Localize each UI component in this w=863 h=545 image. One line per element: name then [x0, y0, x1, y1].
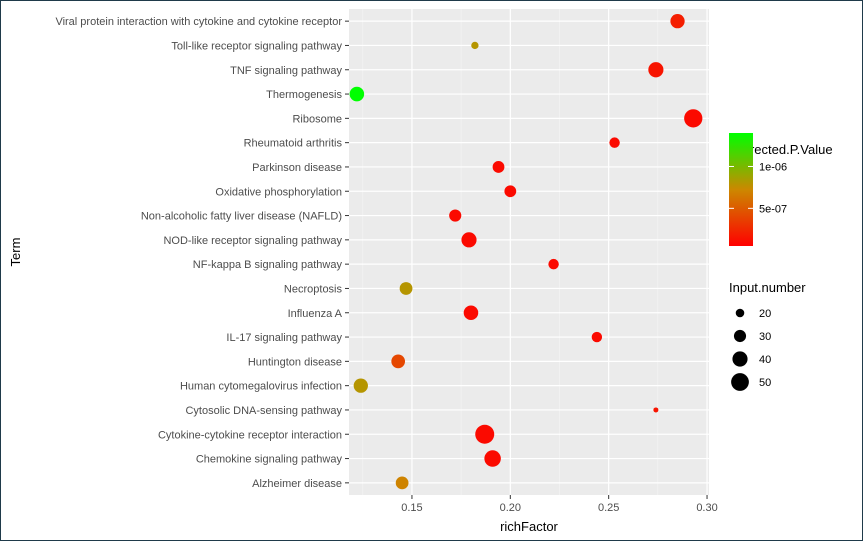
data-point — [399, 282, 413, 295]
y-tick-label: Oxidative phosphorylation — [215, 186, 342, 198]
size-legend-label: 50 — [759, 377, 771, 389]
data-point — [461, 232, 477, 248]
data-point — [449, 209, 462, 222]
size-legend-label: 40 — [759, 354, 771, 366]
data-point — [653, 407, 659, 413]
data-point — [670, 14, 685, 29]
x-tick-label: 0.15 — [401, 502, 422, 514]
y-tick-label: Huntington disease — [248, 356, 342, 368]
data-point — [349, 86, 365, 102]
x-axis: 0.15 0.20 0.25 0.30 — [401, 495, 718, 514]
y-tick-label: Cytokine-cytokine receptor interaction — [158, 429, 342, 441]
y-tick-label: Chemokine signaling pathway — [196, 454, 343, 466]
data-point — [475, 424, 495, 444]
size-legend-title: Input.number — [729, 280, 806, 295]
data-point — [648, 62, 664, 78]
size-legend-entries: 20 30 40 50 — [731, 308, 771, 391]
color-legend-bar — [729, 133, 753, 246]
y-tick-label: Necroptosis — [284, 283, 343, 295]
data-point — [391, 354, 406, 369]
data-point — [395, 476, 409, 490]
y-tick-label: Influenza A — [288, 308, 343, 320]
y-tick-label: Thermogenesis — [266, 89, 342, 101]
y-tick-label: Rheumatoid arthritis — [244, 138, 343, 150]
data-point — [492, 161, 505, 173]
color-legend-label: 1e-06 — [759, 161, 787, 173]
minor-gridlines — [362, 9, 659, 495]
y-tick-label: NOD-like receptor signaling pathway — [163, 235, 342, 247]
size-legend-key — [735, 308, 745, 318]
data-point — [471, 41, 479, 50]
y-tick-label: Human cytomegalovirus infection — [180, 381, 342, 393]
data-point — [591, 331, 603, 343]
plot-panel — [349, 9, 709, 495]
size-legend-label: 20 — [759, 308, 771, 320]
x-tick-label: 0.25 — [598, 502, 619, 514]
y-tick-label: Toll-like receptor signaling pathway — [171, 40, 342, 52]
size-legend-key — [732, 351, 748, 367]
color-legend: Corrected.P.Value 5e-07 1e-06 — [729, 133, 833, 246]
color-legend-label: 5e-07 — [759, 203, 787, 215]
x-tick-label: 0.30 — [696, 502, 717, 514]
data-point — [484, 450, 501, 467]
size-legend-key — [733, 329, 747, 343]
size-legend: Input.number 20 30 40 50 — [729, 280, 806, 391]
y-tick-label: NF-kappa B signaling pathway — [193, 259, 343, 271]
data-point — [548, 258, 559, 270]
data-point — [684, 109, 703, 128]
size-legend-label: 30 — [759, 331, 771, 343]
color-legend-ticks: 5e-07 1e-06 — [729, 161, 787, 215]
y-tick-label: Ribosome — [292, 113, 342, 125]
color-legend-title: Corrected.P.Value — [729, 142, 833, 157]
y-tick-label: Viral protein interaction with cytokine … — [55, 16, 342, 28]
data-point — [353, 378, 368, 393]
y-tick-label: TNF signaling pathway — [230, 65, 342, 77]
x-tick-label: 0.20 — [500, 502, 521, 514]
y-axis: Viral protein interaction with cytokine … — [55, 16, 349, 490]
y-tick-label: Alzheimer disease — [252, 478, 342, 490]
x-axis-title: richFactor — [500, 519, 558, 534]
data-point — [609, 137, 620, 148]
size-legend-key — [731, 373, 749, 391]
y-axis-title: Term — [8, 238, 23, 267]
data-point — [463, 305, 479, 321]
y-tick-label: Parkinson disease — [252, 162, 342, 174]
data-point — [504, 185, 517, 198]
y-tick-label: Cytosolic DNA-sensing pathway — [185, 405, 342, 417]
y-tick-label: Non-alcoholic fatty liver disease (NAFLD… — [141, 211, 342, 223]
data-points — [349, 14, 703, 490]
major-gridlines — [349, 9, 709, 495]
y-tick-label: IL-17 signaling pathway — [226, 332, 342, 344]
